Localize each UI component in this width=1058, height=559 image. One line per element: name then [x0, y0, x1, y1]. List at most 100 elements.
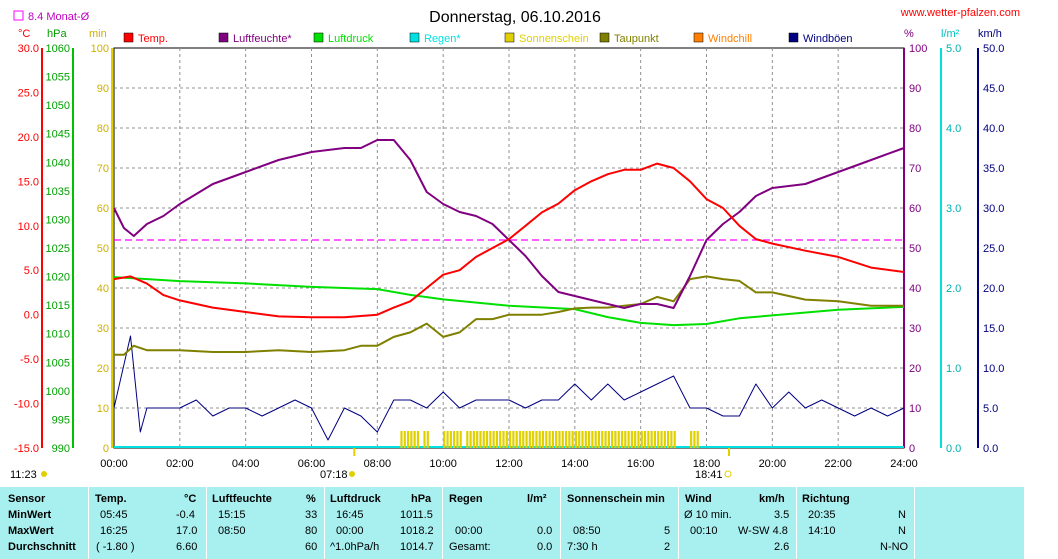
sunrise-time: 07:18	[320, 469, 348, 481]
tick-label-sun: 80	[97, 123, 109, 135]
sunshine-bar	[410, 431, 413, 448]
sunshine-bar	[690, 431, 693, 448]
row-label: Durchschnitt	[8, 541, 76, 553]
tick-label-pressure: 1045	[46, 129, 70, 141]
tick-label-temp: 10.0	[18, 221, 39, 233]
tick-label-pressure: 1000	[46, 386, 70, 398]
tick-label-wind: 35.0	[983, 163, 1004, 175]
tick-label-pressure: 1025	[46, 243, 70, 255]
cell: 1018.2	[400, 525, 434, 537]
sunshine-bar	[670, 431, 673, 448]
legend-swatch	[788, 32, 799, 43]
sunshine-bar	[591, 431, 594, 448]
cell: 0.0	[537, 525, 553, 537]
legend-swatch	[123, 32, 134, 43]
sunshine-bar	[495, 431, 499, 448]
sunshine-bar	[617, 431, 620, 448]
axes: 30.0 25.0 20.0 15.0 10.0 5.0 0.0 -5.0 -10.0 -15.0…	[14, 43, 1005, 470]
x-tick-label: 08:00	[364, 458, 392, 470]
legend-item: Temp.	[123, 32, 168, 45]
unit-sun: min	[89, 28, 107, 40]
sunshine-bar	[446, 431, 449, 448]
tick-label-pressure: 1010	[46, 329, 70, 341]
cell: 3.5	[774, 509, 790, 521]
col-divider	[796, 487, 797, 559]
sunshine-bar	[620, 431, 624, 448]
tick-label-wind: 5.0	[983, 403, 998, 415]
sunshine-bar	[469, 431, 472, 448]
cell: -0.4	[176, 509, 195, 521]
cell: 17.0	[176, 525, 198, 537]
x-tick-label: 00:00	[100, 458, 128, 470]
x-tick-label: 04:00	[232, 458, 260, 470]
tick-label-pressure: 990	[52, 443, 70, 455]
tick-label-sun: 70	[97, 163, 109, 175]
cell: Ø 10 min.	[684, 509, 732, 521]
tick-label-humidity: 10	[909, 403, 921, 415]
x-tick-label: 06:00	[298, 458, 326, 470]
unit-temp: °C	[18, 28, 30, 40]
sunshine-bar	[693, 431, 696, 448]
cell: 6.60	[176, 541, 198, 553]
sunshine-bar	[657, 431, 660, 448]
tick-label-temp: -5.0	[20, 354, 39, 366]
legend-label: Luftdruck	[328, 33, 374, 45]
unit-humidity: %	[904, 28, 914, 40]
cell: 1014.7	[400, 541, 434, 553]
cell: 33	[305, 509, 318, 521]
x-tick-label: 22:00	[824, 458, 852, 470]
legend-label: Regen*	[424, 33, 461, 45]
hdr-dir: Richtung	[802, 493, 850, 505]
sunshine-bar	[696, 431, 699, 448]
cell: N-NO	[880, 541, 909, 553]
cell: 08:50	[573, 525, 601, 537]
sunshine-bar	[528, 431, 531, 448]
sunshine-bar	[650, 431, 653, 448]
sunshine-bar	[634, 431, 637, 448]
tick-label-pressure: 995	[52, 414, 70, 426]
hdr-temp: Temp.	[95, 493, 127, 505]
sunshine-bar	[601, 431, 604, 448]
x-tick-label: 10:00	[429, 458, 457, 470]
sunshine-bar	[499, 431, 502, 448]
cell: 00:00	[336, 525, 364, 537]
sunshine-bar	[423, 431, 426, 448]
hdr-sensor: Sensor	[8, 493, 46, 505]
sunshine-bar	[525, 431, 528, 448]
hdr-press-unit: hPa	[411, 493, 432, 505]
sunshine-bar	[522, 431, 525, 448]
sunshine-bar	[482, 431, 485, 448]
tick-label-sun: 30	[97, 323, 109, 335]
tick-label-sun: 20	[97, 363, 109, 375]
hdr-press: Luftdruck	[330, 493, 381, 505]
tick-label-pressure: 1055	[46, 72, 70, 84]
tick-label-wind: 0.0	[983, 443, 998, 455]
legend-swatch	[218, 32, 229, 43]
cell: ( -1.80 )	[96, 541, 135, 553]
tick-label-sun: 0	[103, 443, 109, 455]
legend-swatch	[693, 32, 704, 43]
sunshine-bar	[502, 431, 505, 448]
col-divider	[206, 487, 207, 559]
tick-label-humidity: 70	[909, 163, 921, 175]
tick-label-wind: 45.0	[983, 83, 1004, 95]
legend-label: Windchill	[708, 33, 752, 45]
col-divider	[560, 487, 561, 559]
tick-label-wind: 50.0	[983, 43, 1004, 55]
cell: 60	[305, 541, 318, 553]
sunshine-bar	[637, 431, 640, 448]
legend-item: Luftfeuchte*	[218, 32, 292, 45]
tick-label-temp: 30.0	[18, 43, 39, 55]
tick-label-rain: 1.0	[946, 363, 961, 375]
tick-label-humidity: 60	[909, 203, 921, 215]
hdr-rain-unit: l/m²	[527, 493, 547, 505]
legend-item: Luftdruck	[313, 32, 374, 45]
sunrise-icon	[349, 471, 355, 477]
tick-label-rain: 4.0	[946, 123, 961, 135]
tick-label-humidity: 100	[909, 43, 927, 55]
sunshine-bar	[614, 431, 617, 448]
sun-markers: 11:23 07:18 18:41	[10, 469, 732, 481]
sunshine-bar	[561, 431, 564, 448]
source-link[interactable]: www.wetter-pfalzen.com	[900, 7, 1020, 19]
x-tick-label: 02:00	[166, 458, 194, 470]
